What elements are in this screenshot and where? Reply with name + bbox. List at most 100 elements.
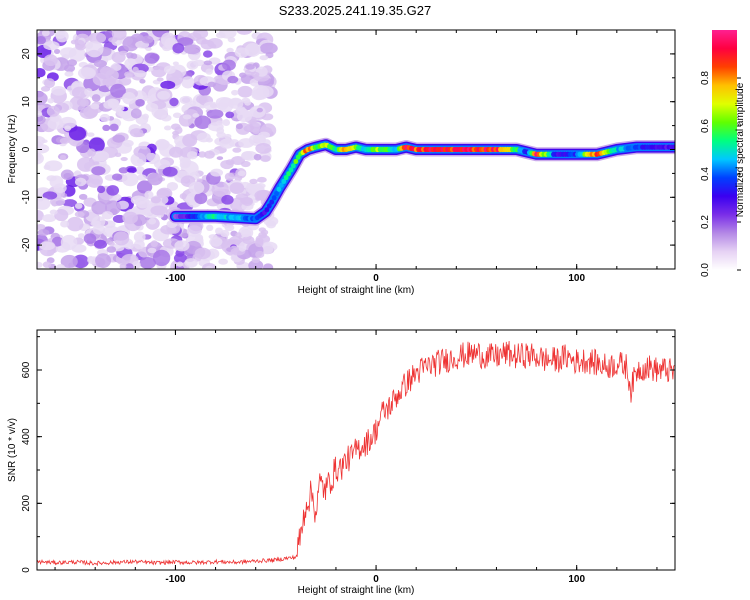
- noise-blob: [245, 64, 255, 70]
- colorbar-tick-label: 0.6: [700, 119, 711, 133]
- noise-blob: [211, 181, 230, 197]
- noise-blob: [162, 44, 172, 52]
- noise-blob: [266, 220, 277, 229]
- noise-blob: [136, 180, 153, 194]
- noise-blob: [111, 51, 126, 63]
- noise-blob: [259, 55, 269, 61]
- noise-blob: [83, 233, 97, 244]
- colorbar: 0.0 0.2 0.4 0.6 0.8 Normalized spectral ampl…: [700, 30, 746, 277]
- spectrogram-x-tick-label: -100: [165, 273, 185, 284]
- noise-blob: [237, 85, 253, 98]
- noise-blob: [216, 131, 226, 139]
- noise-blob: [132, 66, 139, 73]
- noise-blob: [111, 173, 123, 181]
- noise-blob: [156, 188, 171, 199]
- noise-blob: [150, 240, 158, 248]
- noise-blob: [219, 138, 235, 149]
- noise-blob: [229, 182, 245, 195]
- noise-blob: [64, 125, 72, 132]
- noise-blob: [224, 133, 232, 140]
- noise-blob: [250, 71, 260, 78]
- noise-blob: [55, 30, 69, 43]
- noise-blob: [37, 67, 46, 78]
- noise-blob: [79, 98, 89, 108]
- noise-blob: [255, 239, 264, 248]
- noise-blob: [51, 86, 66, 96]
- noise-blob: [77, 233, 85, 239]
- noise-blob: [164, 125, 172, 131]
- noise-blob: [62, 199, 78, 208]
- noise-blob: [105, 69, 119, 82]
- noise-blob: [194, 247, 211, 260]
- noise-blob: [125, 263, 134, 269]
- snr-x-label: Height of straight line (km): [298, 585, 415, 596]
- noise-blob: [192, 113, 200, 118]
- noise-blob: [152, 249, 171, 267]
- noise-blob: [99, 113, 111, 123]
- noise-blob: [255, 85, 274, 98]
- snr-line: [37, 340, 675, 567]
- noise-blob: [194, 192, 208, 205]
- noise-blob: [256, 176, 267, 183]
- noise-blob: [238, 138, 255, 148]
- snr-y-tick-label: 0: [21, 567, 32, 573]
- spectrogram-x-tick-label: 100: [568, 273, 585, 284]
- noise-blob: [198, 151, 207, 158]
- noise-blob: [237, 170, 246, 177]
- noise-blob: [95, 253, 112, 269]
- ridge-cell: [266, 203, 272, 209]
- noise-blob: [160, 32, 176, 47]
- noise-blob: [91, 166, 106, 176]
- noise-blob: [145, 47, 152, 52]
- snr-frame: [36, 329, 676, 571]
- noise-blob: [236, 30, 253, 35]
- noise-blob: [220, 229, 230, 238]
- noise-blob: [225, 159, 235, 166]
- noise-blob: [113, 231, 130, 246]
- noise-blob: [44, 160, 63, 172]
- spectrogram-x-axis: -100 0 100: [54, 30, 658, 284]
- noise-blob: [244, 43, 261, 57]
- noise-blob: [222, 119, 231, 126]
- noise-blob: [160, 80, 176, 90]
- noise-blob: [107, 98, 120, 109]
- noise-blob: [74, 211, 85, 218]
- noise-blob: [256, 107, 263, 113]
- noise-blob: [205, 68, 213, 75]
- spectrogram-x-label: Height of straight line (km): [298, 285, 415, 296]
- noise-blob: [203, 150, 215, 159]
- snr-x-tick-label: -100: [165, 574, 185, 585]
- noise-blob: [87, 132, 95, 137]
- noise-blob: [142, 113, 149, 120]
- snr-series: [37, 340, 675, 567]
- noise-blob: [126, 52, 134, 59]
- noise-blob: [205, 137, 213, 143]
- noise-blob: [60, 254, 78, 269]
- noise-blob: [203, 60, 213, 66]
- noise-blob: [206, 224, 214, 232]
- noise-blob: [258, 227, 267, 233]
- noise-blob: [240, 229, 252, 238]
- noise-blob: [37, 91, 48, 106]
- noise-blob: [118, 167, 129, 174]
- noise-blob: [139, 78, 146, 84]
- noise-blob: [130, 195, 147, 205]
- noise-blob: [163, 65, 176, 75]
- noise-blob: [239, 72, 247, 78]
- ridge-cell: [274, 190, 279, 197]
- snr-panel: -100 0 100 0 200 400 600 Height of straight l…: [7, 329, 676, 596]
- noise-blob: [74, 202, 83, 210]
- noise-blob: [175, 265, 185, 269]
- noise-blob: [43, 54, 58, 67]
- noise-blob: [59, 116, 77, 129]
- noise-blob: [186, 151, 198, 160]
- noise-blob: [37, 136, 46, 146]
- noise-blob: [260, 155, 271, 162]
- noise-blob: [209, 237, 223, 247]
- noise-blob: [215, 96, 233, 108]
- noise-blob: [122, 36, 139, 52]
- noise-blob: [245, 184, 258, 193]
- snr-y-tick-label: 400: [21, 428, 32, 445]
- noise-blob: [59, 154, 67, 160]
- noise-blob: [127, 167, 137, 174]
